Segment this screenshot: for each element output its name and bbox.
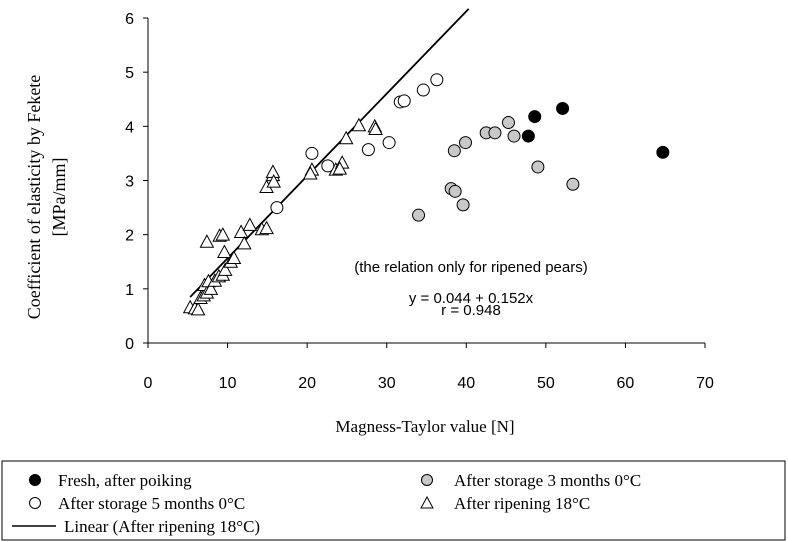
legend-marker-ripening bbox=[420, 495, 434, 509]
linear-fit-line bbox=[189, 8, 470, 298]
x-tick-labels: 0 10 20 30 40 50 60 70 bbox=[144, 343, 714, 392]
point-after-ripening bbox=[302, 165, 318, 180]
point-after-ripening bbox=[203, 281, 219, 295]
y-tick-label: 2 bbox=[125, 228, 134, 245]
x-tick-label: 30 bbox=[378, 375, 396, 392]
legend-label-3-months: After storage 3 months 0°C bbox=[454, 471, 641, 490]
annotation-equation: y = 0.044 + 0.152x bbox=[409, 290, 534, 307]
point-storage-3-months bbox=[458, 136, 472, 150]
annotation-note: (the relation only for ripened pears) bbox=[354, 259, 587, 276]
point-storage-3-months bbox=[456, 198, 470, 212]
x-tick-label: 0 bbox=[144, 375, 153, 392]
point-after-ripening bbox=[190, 301, 206, 316]
legend-label-ripening: After ripening 18°C bbox=[454, 494, 590, 513]
point-storage-3-months bbox=[501, 116, 515, 130]
y-tick-label: 6 bbox=[125, 11, 134, 28]
point-storage-3-months bbox=[566, 177, 580, 191]
point-storage-3-months bbox=[448, 184, 462, 198]
point-after-ripening bbox=[338, 130, 354, 145]
point-storage-5-months bbox=[416, 83, 430, 97]
legend: Fresh, after poiking After storage 3 mon… bbox=[1, 460, 786, 541]
point-after-ripening bbox=[215, 227, 231, 241]
point-after-ripening bbox=[332, 161, 348, 175]
point-after-ripening bbox=[217, 262, 233, 276]
point-after-ripening bbox=[266, 174, 282, 188]
y-axis-label-line1: Coefficient of elasticity by Fekete bbox=[24, 75, 44, 320]
point-storage-5-months bbox=[270, 201, 284, 215]
point-after-ripening bbox=[242, 217, 258, 231]
point-after-ripening bbox=[368, 121, 383, 136]
point-fresh bbox=[528, 110, 542, 124]
legend-label-linear: Linear (After ripening 18°C) bbox=[64, 517, 260, 536]
legend-marker-5-months bbox=[29, 497, 41, 509]
y-tick-label: 1 bbox=[125, 282, 134, 299]
point-after-ripening bbox=[259, 220, 274, 235]
point-fresh bbox=[521, 129, 535, 143]
legend-box bbox=[1, 460, 786, 541]
point-after-ripening bbox=[351, 117, 367, 132]
point-after-ripening bbox=[226, 250, 242, 264]
data-points bbox=[182, 73, 670, 316]
point-storage-3-months bbox=[531, 160, 545, 174]
point-storage-3-months bbox=[412, 208, 426, 222]
x-axis-label: Magness-Taylor value [N] bbox=[335, 417, 514, 436]
point-storage-3-months bbox=[488, 126, 502, 140]
x-tick-label: 60 bbox=[617, 375, 635, 392]
point-fresh bbox=[556, 101, 570, 115]
y-tick-label: 4 bbox=[125, 119, 134, 136]
legend-marker-fresh bbox=[29, 474, 41, 486]
point-storage-5-months bbox=[382, 136, 396, 150]
x-tick-label: 20 bbox=[298, 375, 316, 392]
y-tick-labels: 0 1 2 3 4 5 6 bbox=[125, 11, 148, 353]
y-tick-label: 0 bbox=[125, 336, 134, 353]
point-storage-5-months bbox=[361, 143, 375, 157]
x-tick-label: 70 bbox=[696, 375, 714, 392]
legend-label-fresh: Fresh, after poiking bbox=[58, 471, 192, 490]
point-after-ripening bbox=[217, 244, 232, 258]
point-after-ripening bbox=[233, 224, 249, 238]
point-fresh bbox=[656, 145, 670, 159]
point-storage-3-months bbox=[447, 144, 461, 158]
y-tick-label: 5 bbox=[125, 65, 134, 82]
annotation-r-value: r = 0.948 bbox=[441, 302, 501, 319]
point-storage-5-months bbox=[305, 146, 319, 160]
point-after-ripening bbox=[236, 235, 252, 250]
legend-label-5-months: After storage 5 months 0°C bbox=[58, 494, 245, 513]
x-tick-label: 10 bbox=[219, 375, 237, 392]
point-after-ripening bbox=[199, 234, 215, 248]
y-axis-label-line2: [MPa/mm] bbox=[49, 158, 69, 237]
point-storage-5-months bbox=[397, 94, 411, 108]
point-storage-5-months bbox=[430, 73, 444, 87]
x-tick-label: 40 bbox=[457, 375, 475, 392]
legend-marker-3-months bbox=[421, 474, 433, 486]
x-tick-label: 50 bbox=[537, 375, 555, 392]
y-tick-label: 3 bbox=[125, 174, 134, 191]
linear-fit-group bbox=[189, 8, 470, 298]
point-storage-3-months bbox=[507, 129, 521, 143]
